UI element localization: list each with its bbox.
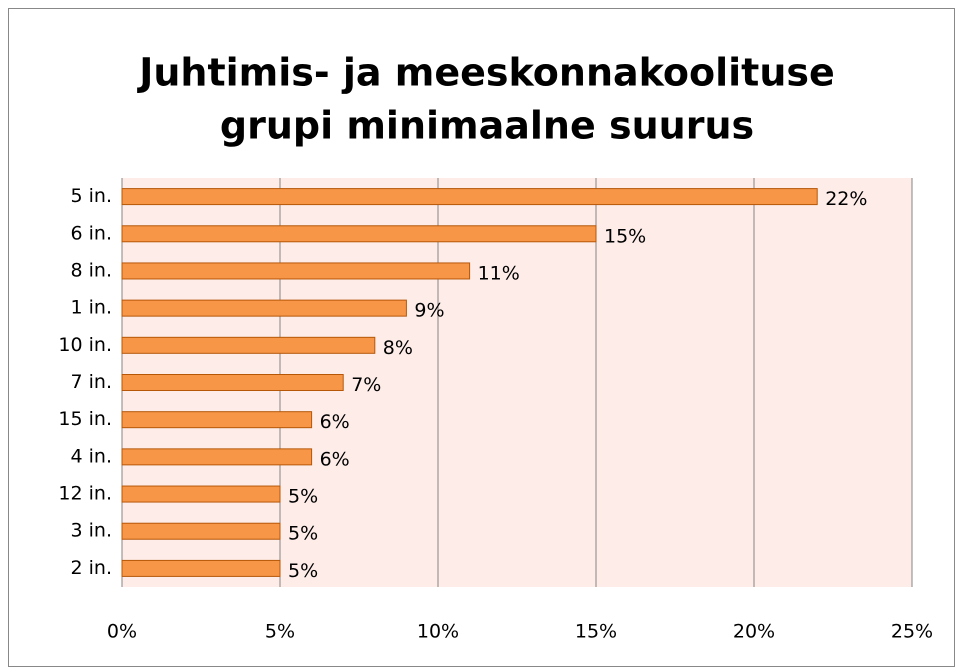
x-tick-label: 5%: [265, 621, 295, 643]
bar: [121, 522, 281, 540]
y-tick-label: 6 in.: [71, 222, 113, 244]
data-label: 5%: [288, 486, 318, 508]
y-tick-label: 8 in.: [71, 259, 113, 281]
y-tick-label: 10 in.: [58, 334, 112, 356]
bar: [121, 336, 376, 354]
bar: [121, 262, 471, 280]
chart-title: Juhtimis- ja meeskonnakoolituse: [136, 51, 835, 95]
y-tick-label: 7 in.: [71, 371, 113, 393]
bar: [121, 559, 281, 577]
y-tick-label: 4 in.: [71, 445, 113, 467]
bar: [121, 188, 818, 206]
data-label: 7%: [351, 374, 381, 396]
data-label: 22%: [825, 188, 867, 210]
x-tick-label: 25%: [891, 621, 933, 643]
y-tick-label: 15 in.: [58, 408, 112, 430]
y-tick-label: 12 in.: [58, 483, 112, 505]
data-label: 8%: [383, 337, 413, 359]
y-tick-label: 1 in.: [71, 297, 113, 319]
data-label: 6%: [320, 411, 350, 433]
data-label: 5%: [288, 523, 318, 545]
data-label: 11%: [478, 262, 520, 284]
bar: [121, 374, 344, 391]
data-label: 9%: [414, 300, 444, 322]
bar: [121, 225, 597, 243]
x-tick-label: 0%: [107, 621, 137, 643]
y-tick-label: 3 in.: [71, 520, 113, 542]
x-tick-label: 20%: [733, 621, 775, 643]
bar: [121, 299, 407, 317]
chart-title: grupi minimaalne suurus: [220, 104, 754, 148]
y-tick-label: 2 in.: [71, 557, 113, 579]
bar: [121, 448, 313, 466]
bar: [121, 411, 313, 429]
x-tick-label: 15%: [575, 621, 617, 643]
bar: [121, 485, 281, 503]
data-label: 15%: [604, 225, 646, 247]
data-label: 5%: [288, 560, 318, 582]
data-label: 6%: [320, 448, 350, 470]
y-tick-label: 5 in.: [71, 185, 113, 207]
x-tick-label: 10%: [417, 621, 459, 643]
